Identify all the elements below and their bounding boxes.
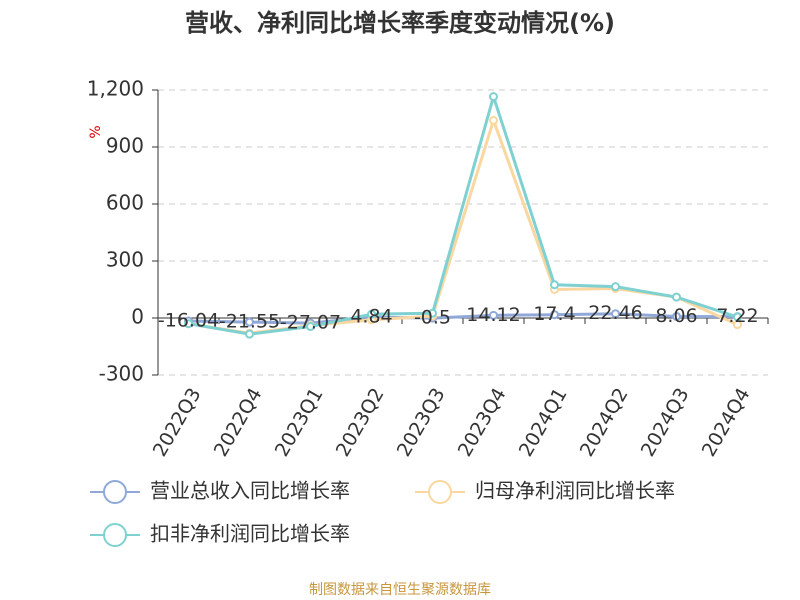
series-line — [188, 312, 738, 325]
data-label: -21.55 — [219, 311, 280, 333]
y-unit: % — [88, 125, 104, 138]
legend-marker — [103, 523, 127, 547]
data-label: 7.22 — [716, 305, 758, 327]
series-line — [188, 91, 738, 336]
data-point — [306, 322, 315, 332]
x-tick-label: 2023Q1 — [271, 384, 328, 460]
x-tick-label: 2024Q3 — [637, 384, 694, 460]
x-tick-label: 2022Q4 — [210, 384, 267, 460]
x-tick-label: 2023Q2 — [332, 384, 389, 460]
data-point — [245, 317, 254, 327]
data-point — [428, 308, 437, 318]
data-label: -27.07 — [280, 312, 341, 334]
y-tick-label: -300 — [99, 362, 144, 386]
legend-marker — [428, 480, 452, 504]
data-point — [489, 92, 498, 102]
y-tick-label: 600 — [106, 191, 144, 215]
x-tick-label: 2024Q1 — [515, 384, 572, 460]
x-tick-label: 2024Q2 — [576, 384, 633, 460]
legend-label: 营业总收入同比增长率 — [150, 479, 350, 503]
data-point — [245, 329, 254, 339]
data-point — [611, 309, 620, 319]
data-label: 17.4 — [533, 303, 575, 325]
data-point — [184, 319, 193, 329]
series-line — [188, 115, 739, 335]
y-tick-label: 1,200 — [87, 77, 144, 101]
legend-label: 归母净利润同比增长率 — [475, 479, 675, 503]
x-tick-label: 2023Q3 — [393, 384, 450, 460]
data-label: 4.84 — [350, 306, 392, 328]
data-point — [489, 115, 498, 125]
y-tick-label: 300 — [106, 248, 144, 272]
y-tick-label: 900 — [106, 134, 144, 158]
data-point — [489, 310, 498, 320]
data-point — [733, 312, 742, 322]
data-point — [611, 282, 620, 292]
data-point — [672, 292, 681, 302]
data-label: 14.12 — [466, 304, 520, 326]
chart-title: 营收、净利同比增长率季度变动情况(%) — [185, 9, 615, 37]
x-tick-label: 2023Q4 — [454, 384, 511, 460]
source-note: 制图数据来自恒生聚源数据库 — [309, 582, 491, 598]
legend-label: 扣非净利润同比增长率 — [150, 522, 350, 546]
x-tick-label: 2022Q3 — [149, 384, 206, 460]
y-tick-label: 0 — [131, 305, 144, 329]
data-label: -0.5 — [414, 307, 451, 329]
data-point — [550, 310, 559, 320]
data-point — [550, 280, 559, 290]
data-label: 8.06 — [655, 305, 697, 327]
data-label: 22.46 — [588, 302, 642, 324]
x-tick-label: 2024Q4 — [698, 384, 755, 460]
data-point — [672, 311, 681, 321]
data-label: -16.04 — [158, 310, 219, 332]
data-point — [367, 309, 376, 319]
legend-marker — [103, 480, 127, 504]
